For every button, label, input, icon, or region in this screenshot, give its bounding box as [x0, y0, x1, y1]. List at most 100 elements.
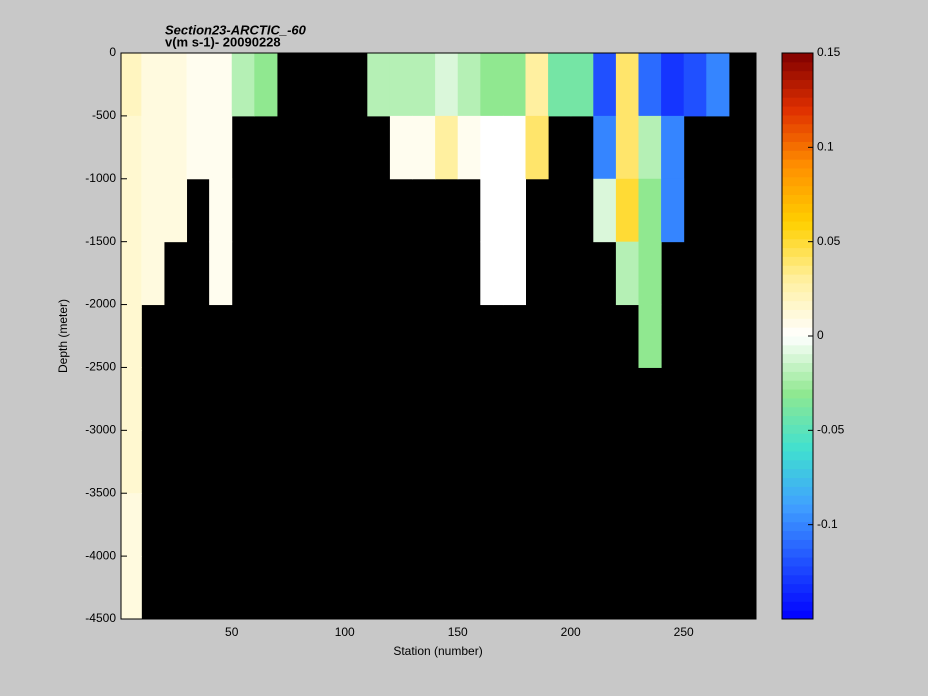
colorbar-swatch: [782, 265, 813, 275]
heatmap-cell: [525, 115, 549, 180]
colorbar-swatch: [782, 380, 813, 390]
heatmap-cell: [141, 115, 165, 180]
colorbar-swatch: [782, 610, 813, 620]
heatmap-cell: [141, 178, 165, 243]
colorbar-swatch: [782, 486, 813, 496]
colorbar-swatch: [782, 477, 813, 487]
heatmap-cell: [209, 115, 233, 180]
colorbar-tick-label: -0.05: [817, 423, 845, 437]
y-tick-label: -3500: [85, 485, 116, 499]
colorbar-swatch: [782, 495, 813, 505]
heatmap-cell: [186, 53, 210, 117]
colorbar-swatch: [782, 167, 813, 178]
x-tick-label: 50: [225, 625, 239, 639]
heatmap-cell: [141, 241, 165, 306]
heatmap-cell: [141, 53, 165, 117]
heatmap-cell: [412, 53, 436, 117]
axes: 50 100 150 200 250 0 -500 -1000 -1500 -2000 -2500 -…: [85, 45, 844, 639]
heatmap-cell: [502, 241, 527, 306]
heatmap-cell: [593, 178, 617, 243]
heatmap-cell: [502, 115, 527, 180]
colorbar-swatch: [782, 512, 813, 523]
colorbar-swatch: [782, 424, 813, 434]
colorbar-tick-label: -0.1: [817, 517, 838, 531]
colorbar-swatch: [782, 53, 813, 63]
colorbar-swatch: [782, 521, 813, 532]
heatmap-cell: [661, 115, 685, 180]
heatmap-cell: [706, 53, 730, 117]
heatmap-cell: [661, 53, 685, 117]
heatmap-cell: [615, 53, 639, 117]
colorbar-swatch: [782, 442, 813, 452]
colorbar-swatch: [782, 88, 813, 98]
colorbar-swatch: [782, 185, 813, 195]
heatmap-cell: [593, 53, 617, 117]
colorbar-swatch: [782, 574, 813, 585]
colorbar-swatch: [782, 282, 813, 293]
heatmap-cell: [480, 241, 504, 306]
colorbar-swatch: [782, 539, 813, 549]
heatmap-cell: [121, 367, 142, 431]
x-tick-label: 100: [335, 625, 355, 639]
colorbar-swatch: [782, 256, 813, 266]
heatmap-cell: [638, 115, 662, 180]
heatmap-cell: [593, 115, 617, 180]
heatmap-cell: [480, 178, 504, 243]
colorbar-swatch: [782, 353, 813, 364]
colorbar-swatch: [782, 212, 813, 222]
plot-frame: [120, 52, 757, 620]
y-tick-label: -2000: [85, 297, 116, 311]
y-tick-label: 0: [109, 45, 116, 59]
heatmap-cell: [121, 241, 142, 306]
x-tick-label: 200: [561, 625, 581, 639]
colorbar-swatch: [782, 70, 813, 81]
heatmap-cell: [525, 53, 549, 117]
colorbar-swatch: [782, 114, 813, 125]
colorbar-swatch: [782, 601, 813, 611]
heatmap-cell: [163, 115, 188, 180]
heatmap-cell: [638, 53, 662, 117]
y-tick-label: -1500: [85, 234, 116, 248]
colorbar-swatch: [782, 221, 813, 231]
x-axis-label: Station (number): [393, 644, 482, 658]
colorbar-swatch: [782, 504, 813, 514]
heatmap-cell: [121, 556, 142, 619]
heatmap-cell: [480, 53, 504, 117]
heatmap-cell: [661, 178, 685, 243]
colorbar-swatch: [782, 344, 813, 355]
colorbar-swatch: [782, 415, 813, 425]
colorbar-swatch: [782, 583, 813, 593]
colorbar-swatch: [782, 194, 813, 204]
colorbar-swatch: [782, 327, 813, 337]
y-axis-label: Depth (meter): [56, 299, 70, 373]
heatmap-cell: [683, 53, 707, 117]
chart-title: Section23-ARCTIC_-60: [165, 22, 307, 37]
heatmap-cell: [231, 53, 255, 117]
colorbar-swatch: [782, 397, 813, 408]
colorbar-swatch: [782, 141, 813, 151]
colorbar-swatch: [782, 132, 813, 142]
heatmap-cell: [209, 178, 233, 243]
plot-area: [121, 53, 756, 619]
colorbar-swatch: [782, 203, 813, 213]
colorbar-swatch: [782, 274, 813, 284]
colorbar-swatch: [782, 557, 813, 567]
y-tick-label: -500: [92, 108, 116, 122]
colorbar-tick-label: 0.1: [817, 140, 834, 154]
colorbar-swatch: [782, 592, 813, 602]
colorbar-swatch: [782, 300, 813, 310]
colorbar-swatch: [782, 459, 813, 470]
colorbar-swatch: [782, 309, 813, 319]
colorbar-swatch: [782, 79, 813, 89]
heatmap-cell: [615, 241, 639, 306]
colorbar-swatch: [782, 150, 813, 160]
heatmap-cell: [435, 53, 459, 117]
colorbar-tick-label: 0.15: [817, 45, 841, 59]
colorbar-swatch: [782, 318, 813, 328]
colorbar-swatch: [782, 450, 813, 461]
colorbar-swatch: [782, 97, 813, 107]
heatmap-cell: [121, 53, 142, 117]
y-tick-label: -3000: [85, 423, 116, 437]
